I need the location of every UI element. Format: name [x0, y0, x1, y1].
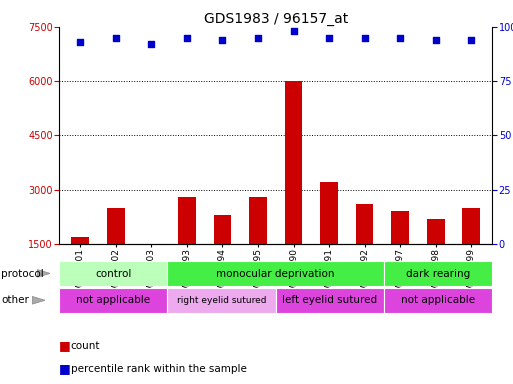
- Point: [361, 35, 369, 41]
- Point: [254, 35, 262, 41]
- Bar: [167, 261, 384, 286]
- Bar: [356, 204, 373, 244]
- Text: not applicable: not applicable: [76, 295, 150, 306]
- Bar: [384, 261, 492, 286]
- Text: count: count: [71, 341, 101, 351]
- Bar: [59, 288, 167, 313]
- Text: dark rearing: dark rearing: [406, 268, 470, 279]
- Bar: [275, 288, 384, 313]
- Bar: [462, 208, 480, 244]
- Polygon shape: [37, 270, 50, 277]
- Bar: [107, 208, 125, 244]
- Point: [289, 28, 298, 34]
- Bar: [391, 211, 409, 244]
- Bar: [384, 288, 492, 313]
- Text: ■: ■: [59, 362, 71, 375]
- Text: other: other: [1, 295, 29, 306]
- Bar: [249, 197, 267, 244]
- Point: [147, 41, 155, 47]
- Point: [396, 35, 404, 41]
- Point: [219, 37, 227, 43]
- Bar: [71, 237, 89, 244]
- Bar: [167, 288, 275, 313]
- Text: right eyelid sutured: right eyelid sutured: [177, 296, 266, 305]
- Bar: [59, 261, 167, 286]
- Point: [431, 37, 440, 43]
- Text: ■: ■: [59, 339, 71, 352]
- Text: percentile rank within the sample: percentile rank within the sample: [71, 364, 247, 374]
- Polygon shape: [32, 296, 45, 304]
- Text: protocol: protocol: [1, 268, 44, 279]
- Title: GDS1983 / 96157_at: GDS1983 / 96157_at: [204, 12, 348, 26]
- Bar: [178, 197, 196, 244]
- Text: control: control: [95, 268, 131, 279]
- Text: left eyelid sutured: left eyelid sutured: [282, 295, 378, 306]
- Text: not applicable: not applicable: [401, 295, 476, 306]
- Point: [467, 37, 475, 43]
- Bar: [285, 81, 302, 244]
- Bar: [427, 218, 444, 244]
- Bar: [213, 215, 231, 244]
- Point: [183, 35, 191, 41]
- Bar: [143, 244, 160, 291]
- Point: [112, 35, 120, 41]
- Bar: [320, 182, 338, 244]
- Point: [76, 39, 85, 45]
- Point: [325, 35, 333, 41]
- Text: monocular deprivation: monocular deprivation: [216, 268, 335, 279]
